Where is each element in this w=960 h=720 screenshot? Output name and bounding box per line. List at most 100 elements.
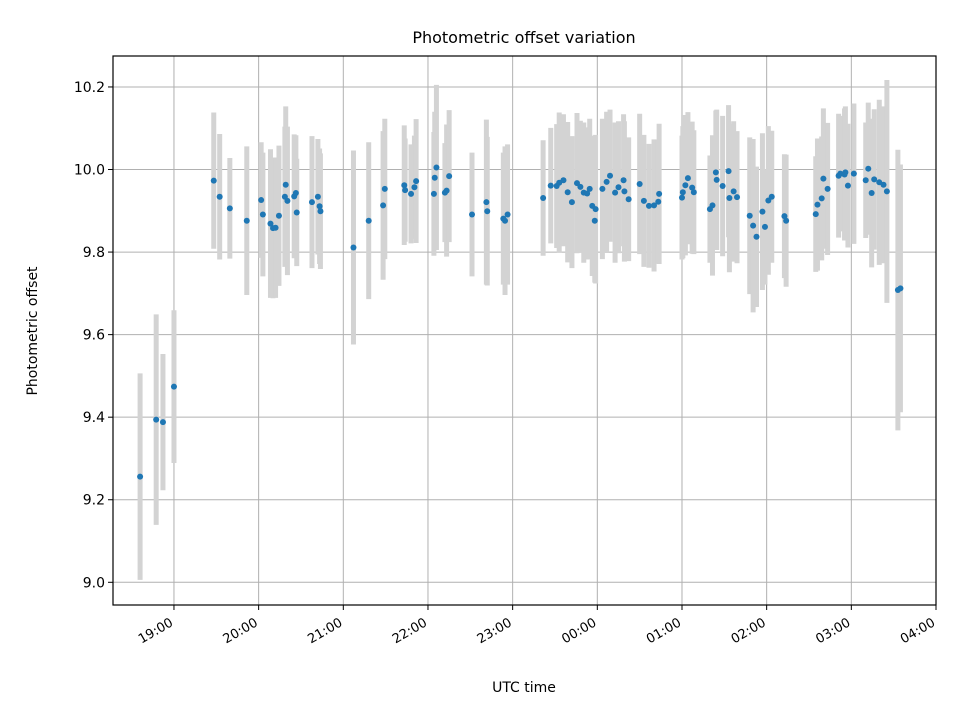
data-point <box>402 187 409 194</box>
data-point <box>753 233 760 240</box>
data-point <box>871 176 878 183</box>
data-point <box>275 212 282 219</box>
data-point <box>314 193 321 200</box>
chart-title: Photometric offset variation <box>412 28 635 47</box>
data-point <box>430 190 437 197</box>
data-point <box>282 181 289 188</box>
data-point <box>170 383 177 390</box>
data-point <box>504 211 511 218</box>
data-point <box>568 199 575 206</box>
data-point <box>656 190 663 197</box>
x-axis-ticks: 19:00 20:00 21:00 22:00 23:00 00:00 01:00 02:00… <box>136 605 938 647</box>
data-point <box>380 202 387 209</box>
data-point <box>603 178 610 185</box>
data-point <box>640 197 647 204</box>
x-tick-label: 02:00 <box>729 615 769 647</box>
data-point <box>316 203 323 210</box>
data-point <box>842 169 849 176</box>
data-point <box>725 168 732 175</box>
data-point <box>761 223 768 230</box>
data-point <box>350 244 357 251</box>
data-point <box>615 184 622 191</box>
data-point <box>226 205 233 212</box>
data-point <box>620 177 627 184</box>
data-point <box>484 208 491 215</box>
data-point <box>883 188 890 195</box>
data-point <box>564 189 571 196</box>
data-point <box>284 197 291 204</box>
data-point <box>759 208 766 215</box>
data-point <box>577 183 584 190</box>
x-tick-label: 23:00 <box>475 615 515 647</box>
error-bars <box>137 79 903 580</box>
data-point <box>411 184 418 191</box>
data-point <box>719 183 726 190</box>
data-point <box>317 208 324 215</box>
data-point <box>591 217 598 224</box>
data-point <box>592 206 599 213</box>
data-point <box>713 176 720 183</box>
data-point <box>897 285 904 292</box>
y-tick-label: 9.4 <box>83 410 105 426</box>
data-point <box>433 164 440 171</box>
y-tick-label: 10.0 <box>74 163 105 179</box>
data-point <box>678 194 685 201</box>
data-point <box>768 193 775 200</box>
data-point <box>781 213 788 220</box>
x-tick-label: 04:00 <box>898 615 938 647</box>
data-point <box>502 217 509 224</box>
data-point <box>216 193 223 200</box>
x-tick-label: 03:00 <box>813 615 853 647</box>
data-points <box>137 164 904 480</box>
data-point <box>469 211 476 218</box>
data-point <box>431 174 438 181</box>
data-point <box>446 173 453 180</box>
data-point <box>308 199 315 206</box>
data-point <box>636 180 643 187</box>
data-point <box>586 185 593 192</box>
data-point <box>679 189 686 196</box>
data-point <box>292 190 299 197</box>
y-tick-label: 9.8 <box>83 245 105 261</box>
data-point <box>547 182 554 189</box>
x-axis-label: UTC time <box>492 680 556 696</box>
data-point <box>814 201 821 208</box>
data-point <box>272 224 279 231</box>
data-point <box>612 189 619 196</box>
data-point <box>159 419 166 426</box>
data-point <box>621 188 628 195</box>
data-point <box>625 196 632 203</box>
y-tick-label: 9.0 <box>83 575 105 591</box>
data-point <box>734 194 741 201</box>
data-point <box>584 190 591 197</box>
data-point <box>540 194 547 201</box>
data-point <box>689 184 696 191</box>
data-point <box>783 217 790 224</box>
grid-lines <box>113 56 937 605</box>
data-point <box>153 416 160 423</box>
data-point <box>868 190 875 197</box>
data-point <box>726 194 733 201</box>
data-point <box>818 195 825 202</box>
data-point <box>850 170 857 177</box>
data-point <box>408 190 415 197</box>
plot-area-frame <box>112 55 937 606</box>
data-point <box>267 220 274 227</box>
data-point <box>259 211 266 218</box>
y-axis-ticks: 9.0 9.2 9.4 9.6 9.8 10.0 10.2 <box>74 80 113 591</box>
y-tick-label: 9.6 <box>83 328 105 344</box>
x-tick-label: 00:00 <box>559 615 599 647</box>
data-point <box>712 169 719 176</box>
y-tick-label: 10.2 <box>74 80 105 96</box>
x-tick-label: 21:00 <box>305 615 345 647</box>
data-point <box>730 188 737 195</box>
x-tick-label: 22:00 <box>390 615 430 647</box>
data-point <box>746 212 753 219</box>
x-tick-label: 20:00 <box>221 615 261 647</box>
data-point <box>401 182 408 189</box>
data-point <box>651 202 658 209</box>
data-point <box>243 217 250 224</box>
data-point <box>880 181 887 188</box>
data-point <box>607 172 614 179</box>
